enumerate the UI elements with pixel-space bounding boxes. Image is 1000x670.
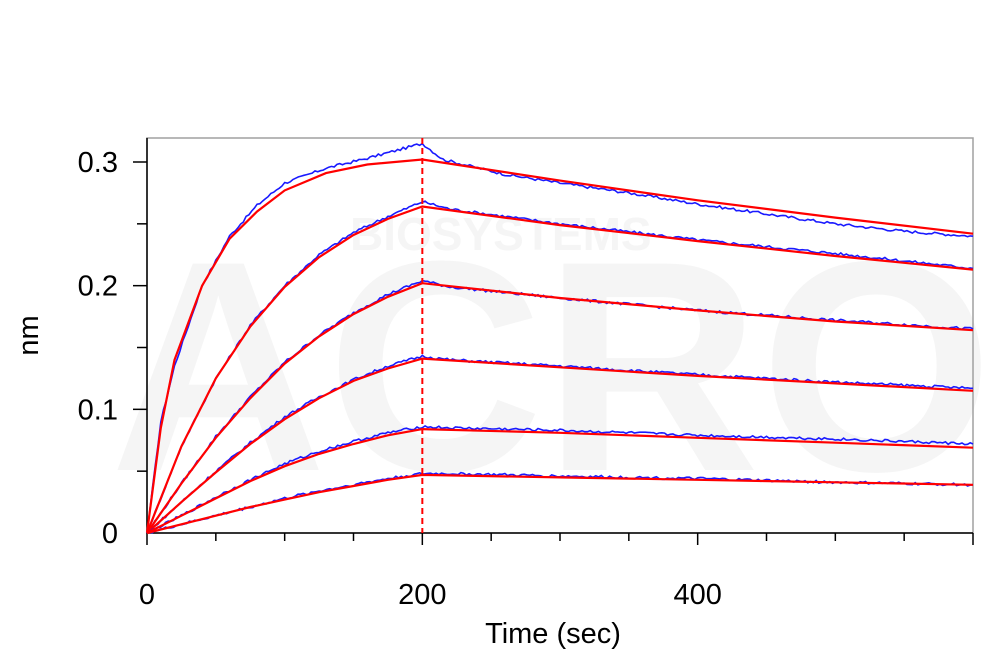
measured-response-line	[146, 142, 974, 534]
fit-curve-line	[146, 357, 974, 534]
y-tick-label: 0.3	[78, 147, 118, 179]
fit-curve-line	[146, 282, 974, 534]
series-layer	[145, 142, 974, 535]
y-tick-label: 0.1	[78, 394, 118, 426]
y-tick-label: 0.2	[78, 271, 118, 303]
fit-curve-line	[145, 158, 974, 534]
x-axis-title: Time (sec)	[485, 618, 621, 650]
y-tick-label: 0	[102, 518, 118, 550]
sensorgram-series	[145, 200, 974, 534]
x-tick-label: 200	[398, 579, 446, 611]
x-tick-label: 0	[139, 579, 155, 611]
x-axis: 0 200 400	[139, 532, 974, 611]
x-tick-label: 400	[673, 579, 721, 611]
measured-response-line	[146, 424, 974, 534]
sensorgram-series	[146, 354, 974, 534]
sensorgram-series	[146, 471, 974, 535]
fit-curve-line	[146, 427, 974, 534]
sensorgram-series	[145, 142, 974, 534]
fit-curve-line	[145, 205, 974, 534]
sensorgram-series	[146, 279, 974, 534]
y-axis: 0 0.1 0.2 0.3	[78, 138, 148, 550]
y-axis-title: nm	[13, 315, 45, 355]
fit-curve-line	[146, 473, 974, 535]
sensorgram-series	[146, 424, 974, 534]
